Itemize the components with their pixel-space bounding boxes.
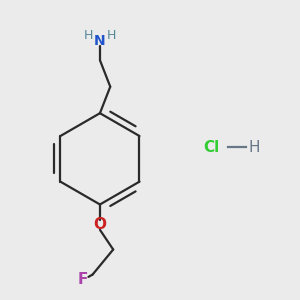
Text: H: H [249,140,260,154]
Text: O: O [93,217,106,232]
Text: F: F [78,272,88,287]
Text: Cl: Cl [204,140,220,154]
Text: N: N [94,34,106,48]
Text: H: H [106,29,116,42]
Text: H: H [84,29,93,42]
